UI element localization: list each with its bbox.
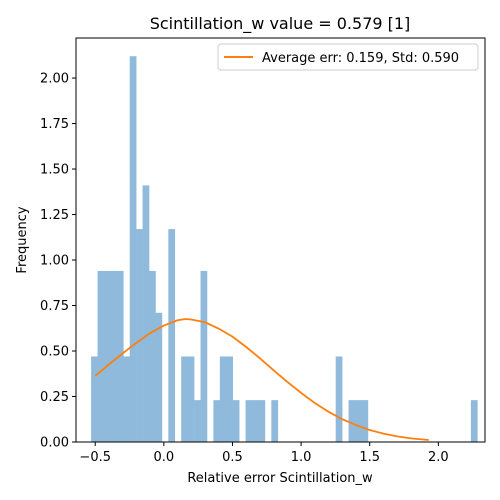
- x-tick-label: 1.0: [291, 450, 312, 465]
- histogram-bar: [213, 400, 221, 442]
- histogram-bar: [168, 229, 176, 442]
- histogram-bar: [91, 356, 98, 442]
- fit-curve-group: [94, 318, 429, 441]
- y-axis-label: Frequency: [15, 206, 30, 273]
- x-tick-label: 2.0: [428, 450, 449, 465]
- x-tick-label: 0.5: [222, 450, 243, 465]
- y-tick-label: 1.50: [40, 163, 69, 178]
- histogram-bar: [271, 400, 279, 442]
- y-tick-label: 0.50: [40, 345, 69, 360]
- plot-frame: [75, 37, 486, 443]
- histogram-bar: [355, 400, 362, 442]
- x-tick-label: 1.5: [359, 450, 380, 465]
- histogram-bar: [129, 56, 137, 442]
- histogram-bar: [348, 400, 356, 442]
- legend-box: [217, 43, 479, 71]
- fit-curve-line: [94, 318, 429, 441]
- legend-label: Average err: 0.159, Std: 0.590: [262, 51, 459, 66]
- chart-title: Scintillation_w value = 0.579 [1]: [150, 14, 411, 34]
- y-tick-label: 0.75: [40, 299, 69, 314]
- histogram-bar: [232, 400, 240, 442]
- histogram-bar: [155, 312, 163, 442]
- legend: Average err: 0.159, Std: 0.590: [217, 43, 479, 71]
- histogram-bar: [181, 356, 188, 442]
- histogram-bar: [258, 400, 266, 442]
- histogram-bar: [361, 400, 369, 442]
- histogram-bar: [219, 356, 227, 442]
- histogram-bar: [110, 270, 118, 442]
- y-tick-label: 0.25: [40, 390, 69, 405]
- y-axis-ticks: 0.00 0.25 0.50 0.75 1.00 1.25 1.50 1.75 2.00: [40, 72, 76, 451]
- histogram-bar: [136, 229, 143, 442]
- y-tick-label: 1.75: [40, 117, 69, 132]
- y-tick-label: 2.00: [40, 72, 69, 87]
- y-tick-label: 1.00: [40, 254, 69, 269]
- histogram-bar: [226, 356, 234, 442]
- histogram-bar: [103, 270, 111, 442]
- y-tick-label: 0.00: [40, 436, 69, 451]
- histogram-bar: [194, 400, 201, 442]
- histogram-bar: [200, 270, 208, 442]
- x-axis-ticks: −0.5 0.0 0.5 1.0 1.5 2.0: [79, 442, 449, 465]
- y-tick-label: 1.25: [40, 208, 69, 223]
- histogram-bar: [335, 356, 343, 442]
- x-axis-label: Relative error Scintillation_w: [187, 471, 373, 486]
- x-tick-label: −0.5: [79, 450, 111, 465]
- histogram-bar: [245, 400, 253, 442]
- histogram-bar: [470, 400, 478, 442]
- histogram-bar: [97, 270, 105, 442]
- histogram-bar: [252, 400, 259, 442]
- histogram-bar: [187, 356, 195, 442]
- histogram-bar: [123, 356, 131, 442]
- histogram-bar: [142, 185, 150, 442]
- x-tick-label: 0.0: [153, 450, 174, 465]
- histogram-bar: [149, 270, 156, 442]
